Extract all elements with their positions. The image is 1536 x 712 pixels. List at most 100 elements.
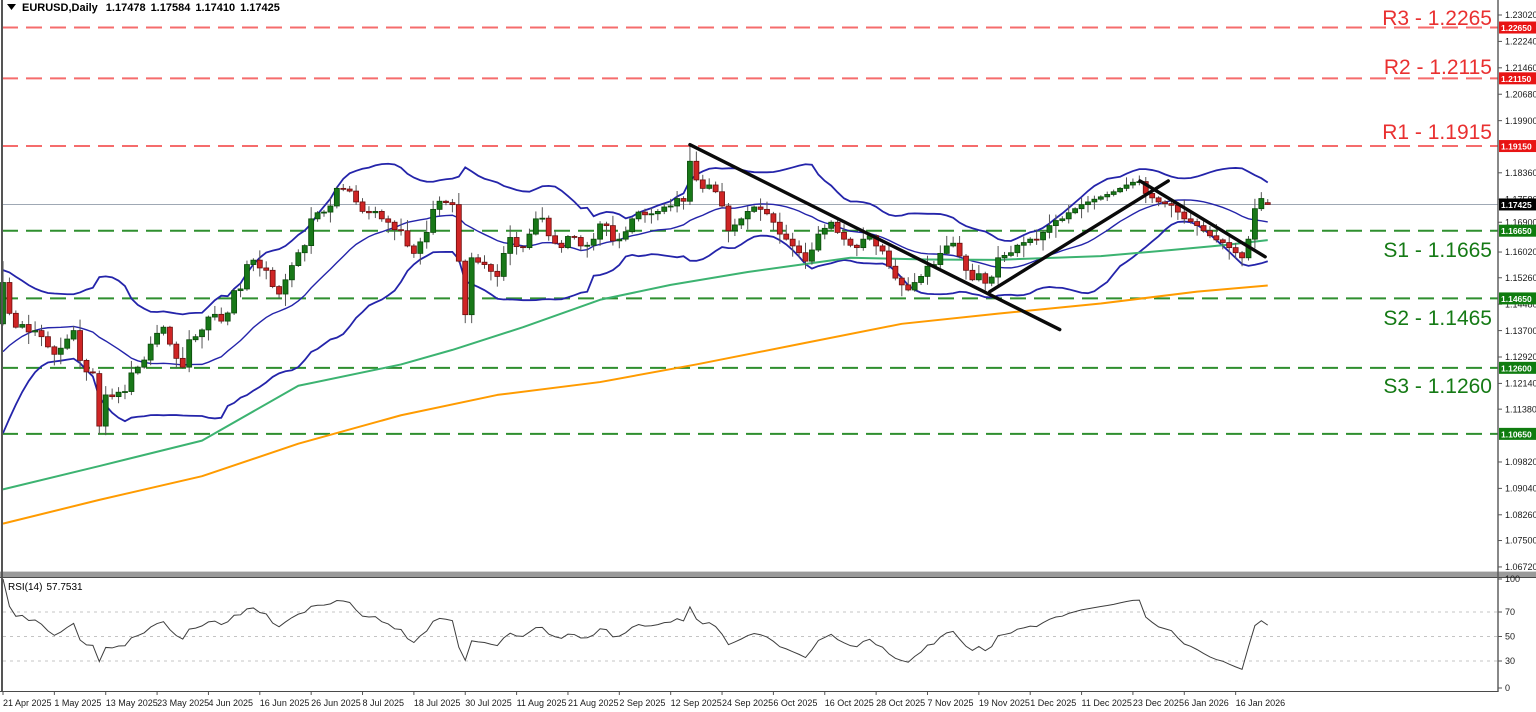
- candle-body: [160, 326, 167, 334]
- candle-body: [738, 218, 745, 226]
- price-tick-label: 1.18360: [1505, 168, 1536, 178]
- candle-body: [1097, 196, 1104, 200]
- candle-body: [256, 259, 263, 269]
- candle-body: [764, 208, 770, 215]
- candle-body: [128, 372, 135, 392]
- rsi-name: RSI(14): [8, 582, 42, 593]
- candle-body: [224, 312, 231, 322]
- candle-body: [64, 338, 71, 349]
- candle-body: [552, 235, 559, 244]
- badge-label: 1.21150: [1501, 74, 1532, 84]
- support-price-badge: [1499, 224, 1536, 237]
- candle-body: [366, 210, 372, 214]
- candle-body: [963, 255, 969, 271]
- candle-body: [834, 221, 841, 233]
- rsi-indicator-label: RSI(14) 57.7531: [8, 582, 83, 593]
- candle-body: [905, 284, 912, 291]
- date-tick-label: 1 May 2025: [54, 698, 101, 708]
- candle-body: [45, 336, 51, 348]
- candle-body: [218, 313, 225, 322]
- candle-body: [19, 324, 26, 328]
- candle-body: [308, 218, 315, 246]
- candle-body: [770, 213, 777, 223]
- candle-body: [154, 332, 160, 345]
- candle-body: [1091, 198, 1098, 203]
- ohlc-low: 1.17410: [195, 2, 235, 14]
- trendline[interactable]: [688, 142, 1062, 332]
- chart-frame: [0, 0, 1536, 692]
- ohlc-open: 1.17478: [106, 2, 146, 14]
- trendline[interactable]: [1138, 179, 1267, 259]
- panel-separator[interactable]: [0, 572, 1536, 577]
- candle-body: [1232, 247, 1239, 254]
- date-tick-label: 16 Jan 2026: [1236, 698, 1286, 708]
- candle-body: [918, 276, 924, 283]
- price-tick-label: 1.08260: [1505, 510, 1536, 520]
- date-tick-label: 30 Jul 2025: [465, 698, 512, 708]
- rsi-tick-label: 50: [1505, 632, 1515, 642]
- rsi-panel[interactable]: [2, 578, 1498, 671]
- trendlines[interactable]: [688, 142, 1267, 332]
- price-tick-label: 1.06720: [1505, 562, 1536, 572]
- candle-body: [982, 273, 989, 284]
- support-label-s1: S1 - 1.1665: [1383, 239, 1492, 262]
- candle-body: [1033, 238, 1040, 241]
- candle-body: [430, 208, 437, 233]
- candle-body: [815, 233, 822, 251]
- date-tick-label: 8 Jul 2025: [363, 698, 405, 708]
- price-tick-label: 1.21460: [1505, 63, 1536, 73]
- candle-body: [263, 267, 270, 271]
- candle-body: [378, 210, 385, 220]
- badge-label: 1.10650: [1501, 429, 1532, 439]
- candle-body: [520, 246, 526, 249]
- candle-body: [488, 264, 494, 272]
- trendline[interactable]: [988, 179, 1170, 294]
- candle-body: [809, 249, 815, 262]
- candle-body: [77, 330, 83, 361]
- date-tick-label: 28 Oct 2025: [876, 698, 925, 708]
- price-tick-label: 1.20680: [1505, 89, 1536, 99]
- candle-body: [141, 359, 148, 368]
- candle-body: [1040, 231, 1046, 241]
- candle-body: [12, 312, 19, 328]
- date-tick-label: 18 Jul 2025: [414, 698, 461, 708]
- candle-body: [886, 250, 892, 267]
- candle-body: [102, 394, 109, 427]
- price-tick-label: 1.16020: [1505, 247, 1536, 257]
- price-tick-label: 1.13700: [1505, 326, 1536, 336]
- date-tick-label: 24 Sep 2025: [722, 698, 773, 708]
- candle-body: [57, 347, 64, 355]
- candle-body: [507, 237, 514, 254]
- candle-body: [558, 242, 565, 249]
- symbol-dropdown-icon[interactable]: [7, 4, 16, 10]
- candle-body: [924, 265, 931, 277]
- candle-body: [1213, 235, 1220, 241]
- candle-body: [147, 343, 154, 361]
- candle-body: [32, 330, 38, 333]
- candle-body: [1027, 238, 1034, 243]
- time-axis[interactable]: 21 Apr 2025 1 May 2025 13 May 2025 23 May 2…: [2, 692, 1286, 708]
- candle-body: [244, 264, 250, 290]
- candle-body: [1001, 255, 1008, 259]
- candle-body: [269, 269, 276, 287]
- badge-label: 1.14650: [1501, 294, 1532, 304]
- candle-body: [821, 227, 828, 235]
- candle-body: [340, 187, 347, 190]
- price-tick-label: 1.16900: [1505, 217, 1536, 227]
- price-tick-label: 1.22240: [1505, 37, 1536, 47]
- candle-body: [115, 391, 122, 398]
- support-resistance-lines[interactable]: [2, 26, 1498, 435]
- candle-body: [276, 286, 282, 295]
- price-tick-label: 1.19900: [1505, 116, 1536, 126]
- price-tick-label: 1.15260: [1505, 273, 1536, 283]
- candle-body: [1104, 194, 1111, 198]
- candle-body: [532, 218, 539, 235]
- price-axis[interactable]: 1.23020 1.22240 1.21460 1.20680 1.19900 1.183…: [1498, 10, 1536, 693]
- candle-body: [1239, 252, 1245, 259]
- slow-ma-line: [2, 284, 1268, 525]
- candle-body: [186, 339, 193, 368]
- candle-body: [796, 245, 802, 254]
- symbol-period-label: EURUSD,Daily: [22, 2, 99, 14]
- candle-body: [404, 230, 411, 247]
